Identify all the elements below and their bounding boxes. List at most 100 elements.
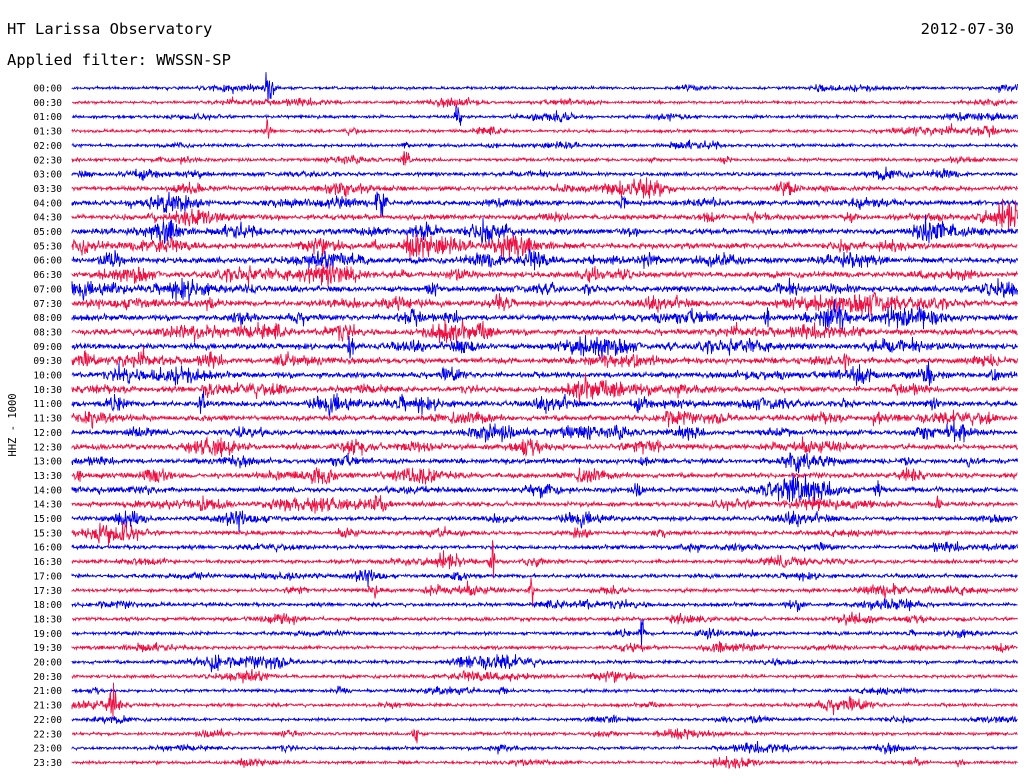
trace-row — [71, 541, 1018, 554]
trace-row — [71, 214, 1018, 246]
row-label: 13:00 — [33, 457, 62, 468]
trace-row — [71, 540, 1018, 579]
trace-row — [71, 727, 1018, 744]
row-label: 11:30 — [33, 414, 62, 425]
row-label: 05:30 — [33, 241, 62, 252]
record-date: 2012-07-30 — [920, 20, 1014, 38]
row-label: 06:00 — [33, 256, 62, 267]
trace-row — [71, 714, 1018, 725]
row-label: 02:00 — [33, 141, 62, 152]
row-label: 03:30 — [33, 184, 62, 195]
row-label: 12:00 — [33, 428, 62, 439]
row-label: 02:30 — [33, 155, 62, 166]
row-label: 07:30 — [33, 299, 62, 310]
trace-row — [71, 299, 1018, 331]
row-label: 20:30 — [33, 672, 62, 683]
row-label: 08:00 — [33, 313, 62, 324]
row-label: 03:00 — [33, 170, 62, 181]
trace-row — [71, 682, 1018, 720]
trace-row — [71, 452, 1018, 474]
trace-row — [71, 291, 1018, 317]
row-label: 09:30 — [33, 356, 62, 367]
filter-label: Applied filter: WWSSN-SP — [7, 51, 231, 69]
trace-row — [71, 755, 1018, 769]
row-label: 20:00 — [33, 658, 62, 669]
row-label: 10:30 — [33, 385, 62, 396]
row-label: 17:00 — [33, 571, 62, 582]
row-label: 01:00 — [33, 112, 62, 123]
row-label: 10:00 — [33, 371, 62, 382]
row-label: 18:30 — [33, 614, 62, 625]
row-label: 05:00 — [33, 227, 62, 238]
trace-row — [71, 346, 1018, 372]
trace-row — [71, 598, 1018, 613]
row-label: 11:00 — [33, 399, 62, 410]
trace-row — [71, 390, 1018, 418]
row-label: 15:00 — [33, 514, 62, 525]
trace-row — [71, 569, 1018, 587]
row-label: 12:30 — [33, 442, 62, 453]
trace-row — [71, 467, 1018, 485]
row-label: 04:30 — [33, 213, 62, 224]
trace-row — [71, 409, 1018, 430]
row-label: 16:00 — [33, 543, 62, 554]
trace-row — [71, 319, 1018, 344]
trace-row — [71, 495, 1018, 514]
trace-row — [71, 474, 1018, 503]
trace-row — [71, 669, 1018, 684]
trace-row — [71, 105, 1018, 126]
trace-row — [71, 191, 1018, 218]
trace-row — [71, 740, 1018, 755]
row-label: 08:30 — [33, 327, 62, 338]
row-label: 21:00 — [33, 686, 62, 697]
row-label: 04:00 — [33, 198, 62, 209]
row-label: 19:00 — [33, 629, 62, 640]
trace-row — [71, 619, 1018, 649]
row-label: 16:30 — [33, 557, 62, 568]
trace-row — [71, 522, 1018, 547]
trace-row — [71, 640, 1018, 653]
trace-row — [71, 334, 1018, 359]
trace-row — [71, 177, 1018, 199]
row-label: 17:30 — [33, 586, 62, 597]
trace-row — [71, 263, 1018, 287]
trace-row — [71, 234, 1018, 263]
row-label: 00:30 — [33, 98, 62, 109]
row-label: 19:30 — [33, 643, 62, 654]
trace-row — [71, 436, 1018, 458]
trace-row — [71, 119, 1018, 139]
trace-row — [71, 72, 1018, 103]
row-label: 14:00 — [33, 485, 62, 496]
trace-row — [71, 372, 1018, 403]
trace-row — [71, 420, 1018, 443]
trace-row — [71, 277, 1018, 303]
trace-row — [71, 685, 1018, 696]
row-label: 15:30 — [33, 528, 62, 539]
row-label: 14:30 — [33, 500, 62, 511]
row-label: 07:00 — [33, 284, 62, 295]
trace-row — [71, 139, 1018, 150]
row-label: 23:00 — [33, 744, 62, 755]
trace-row — [71, 361, 1018, 386]
trace-row — [71, 654, 1018, 673]
row-label: 09:00 — [33, 342, 62, 353]
row-label: 23:30 — [33, 758, 62, 769]
row-label: 22:00 — [33, 715, 62, 726]
row-label: 06:30 — [33, 270, 62, 281]
trace-row — [71, 510, 1018, 533]
row-label: 13:30 — [33, 471, 62, 482]
row-label: 22:30 — [33, 729, 62, 740]
row-label: 21:30 — [33, 701, 62, 712]
row-label: 00:00 — [33, 84, 62, 95]
trace-row — [72, 611, 1018, 626]
trace-row — [71, 166, 1018, 181]
trace-row — [71, 577, 1018, 607]
trace-row — [71, 198, 1018, 232]
row-label: 01:30 — [33, 127, 62, 138]
trace-row — [71, 151, 1018, 166]
station-title: HT Larissa Observatory — [7, 20, 213, 38]
trace-row — [71, 96, 1018, 108]
row-label: 18:00 — [33, 600, 62, 611]
trace-row — [71, 248, 1018, 271]
